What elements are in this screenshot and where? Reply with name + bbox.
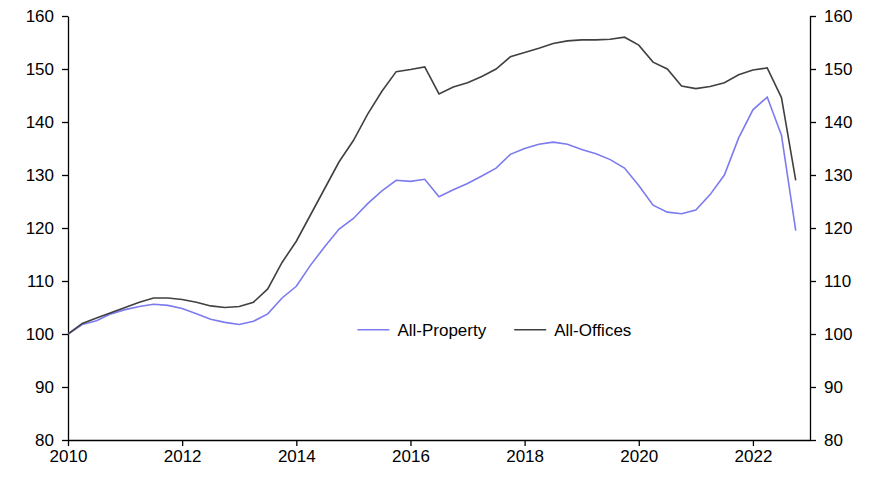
tick-mark [810,69,816,70]
plot-area [68,37,796,334]
tick-label: 130 [26,166,54,185]
tick: 150 [26,60,68,79]
tick-mark [62,281,68,282]
tick-label: 80 [824,431,843,450]
tick-label: 160 [824,7,852,26]
tick-mark [62,387,68,388]
tick-label: 160 [26,7,54,26]
axis-line [69,440,811,441]
tick: 130 [26,166,68,185]
tick-label: 2018 [506,447,544,466]
tick: 150 [810,60,852,79]
tick: 2014 [278,440,316,466]
tick: 2016 [392,440,430,466]
tick-mark [68,440,69,446]
tick: 2018 [506,440,544,466]
tick: 120 [26,219,68,238]
tick-label: 130 [824,166,852,185]
tick-mark [810,440,816,441]
tick: 100 [810,325,852,344]
chart: 2010 2012 2014 2016 2018 2020 2022 80 90 100 110 12… [0,0,873,482]
tick-label: 100 [824,325,852,344]
tick-label: 110 [27,272,54,291]
tick-label: 150 [824,60,852,79]
tick-label: 110 [824,272,851,291]
tick-label: 90 [35,378,54,397]
tick-label: 120 [26,219,54,238]
tick: 2012 [164,440,202,466]
tick: 130 [810,166,852,185]
legend-label: All-Offices [554,321,631,340]
tick-mark [810,228,816,229]
tick-mark [810,281,816,282]
tick-label: 2014 [278,447,316,466]
tick-mark [810,122,816,123]
tick-label: 140 [26,113,54,132]
tick-label: 2016 [392,447,430,466]
tick-mark [182,440,183,446]
tick: 90 [35,378,68,397]
tick-label: 80 [35,431,54,450]
tick-label: 120 [824,219,852,238]
tick: 2010 [50,440,88,466]
legend-label: All-Property [397,321,486,340]
tick-mark [753,440,754,446]
tick-mark [410,440,411,446]
legend-entry: All-Property [357,321,486,340]
tick: 140 [26,113,68,132]
legend-swatch [357,329,389,331]
y2-axis: 80 90 100 110 120 130 140 150 160 [810,7,852,450]
tick: 160 [810,7,852,26]
x-axis: 2010 2012 2014 2016 2018 2020 2022 [50,440,811,466]
tick-label: 2010 [50,447,88,466]
tick-mark [62,334,68,335]
tick-mark [62,69,68,70]
legend: All-Property All-Offices [357,321,631,340]
tick-mark [62,440,68,441]
tick-label: 150 [26,60,54,79]
axis-line [68,17,69,441]
tick-mark [639,440,640,446]
tick: 140 [810,113,852,132]
tick: 90 [810,378,843,397]
tick-label: 2022 [735,447,773,466]
tick-label: 2020 [620,447,658,466]
tick: 2022 [735,440,773,466]
tick-mark [296,440,297,446]
tick: 160 [26,7,68,26]
tick-mark [62,122,68,123]
tick-label: 90 [824,378,843,397]
tick-label: 100 [26,325,54,344]
line [68,37,796,334]
tick: 120 [810,219,852,238]
tick-mark [524,440,525,446]
tick-mark [810,387,816,388]
tick: 110 [810,272,851,291]
tick: 2020 [620,440,658,466]
tick: 80 [35,431,68,450]
tick-mark [810,16,816,17]
tick: 80 [810,431,843,450]
tick-mark [810,175,816,176]
tick-mark [62,16,68,17]
tick: 110 [27,272,68,291]
tick-mark [62,228,68,229]
tick-label: 2012 [164,447,202,466]
legend-swatch [514,329,546,331]
y-axis: 80 90 100 110 120 130 140 150 160 [26,7,69,450]
legend-entry: All-Offices [514,321,631,340]
tick-label: 140 [824,113,852,132]
tick-mark [810,334,816,335]
tick-mark [62,175,68,176]
tick: 100 [26,325,68,344]
